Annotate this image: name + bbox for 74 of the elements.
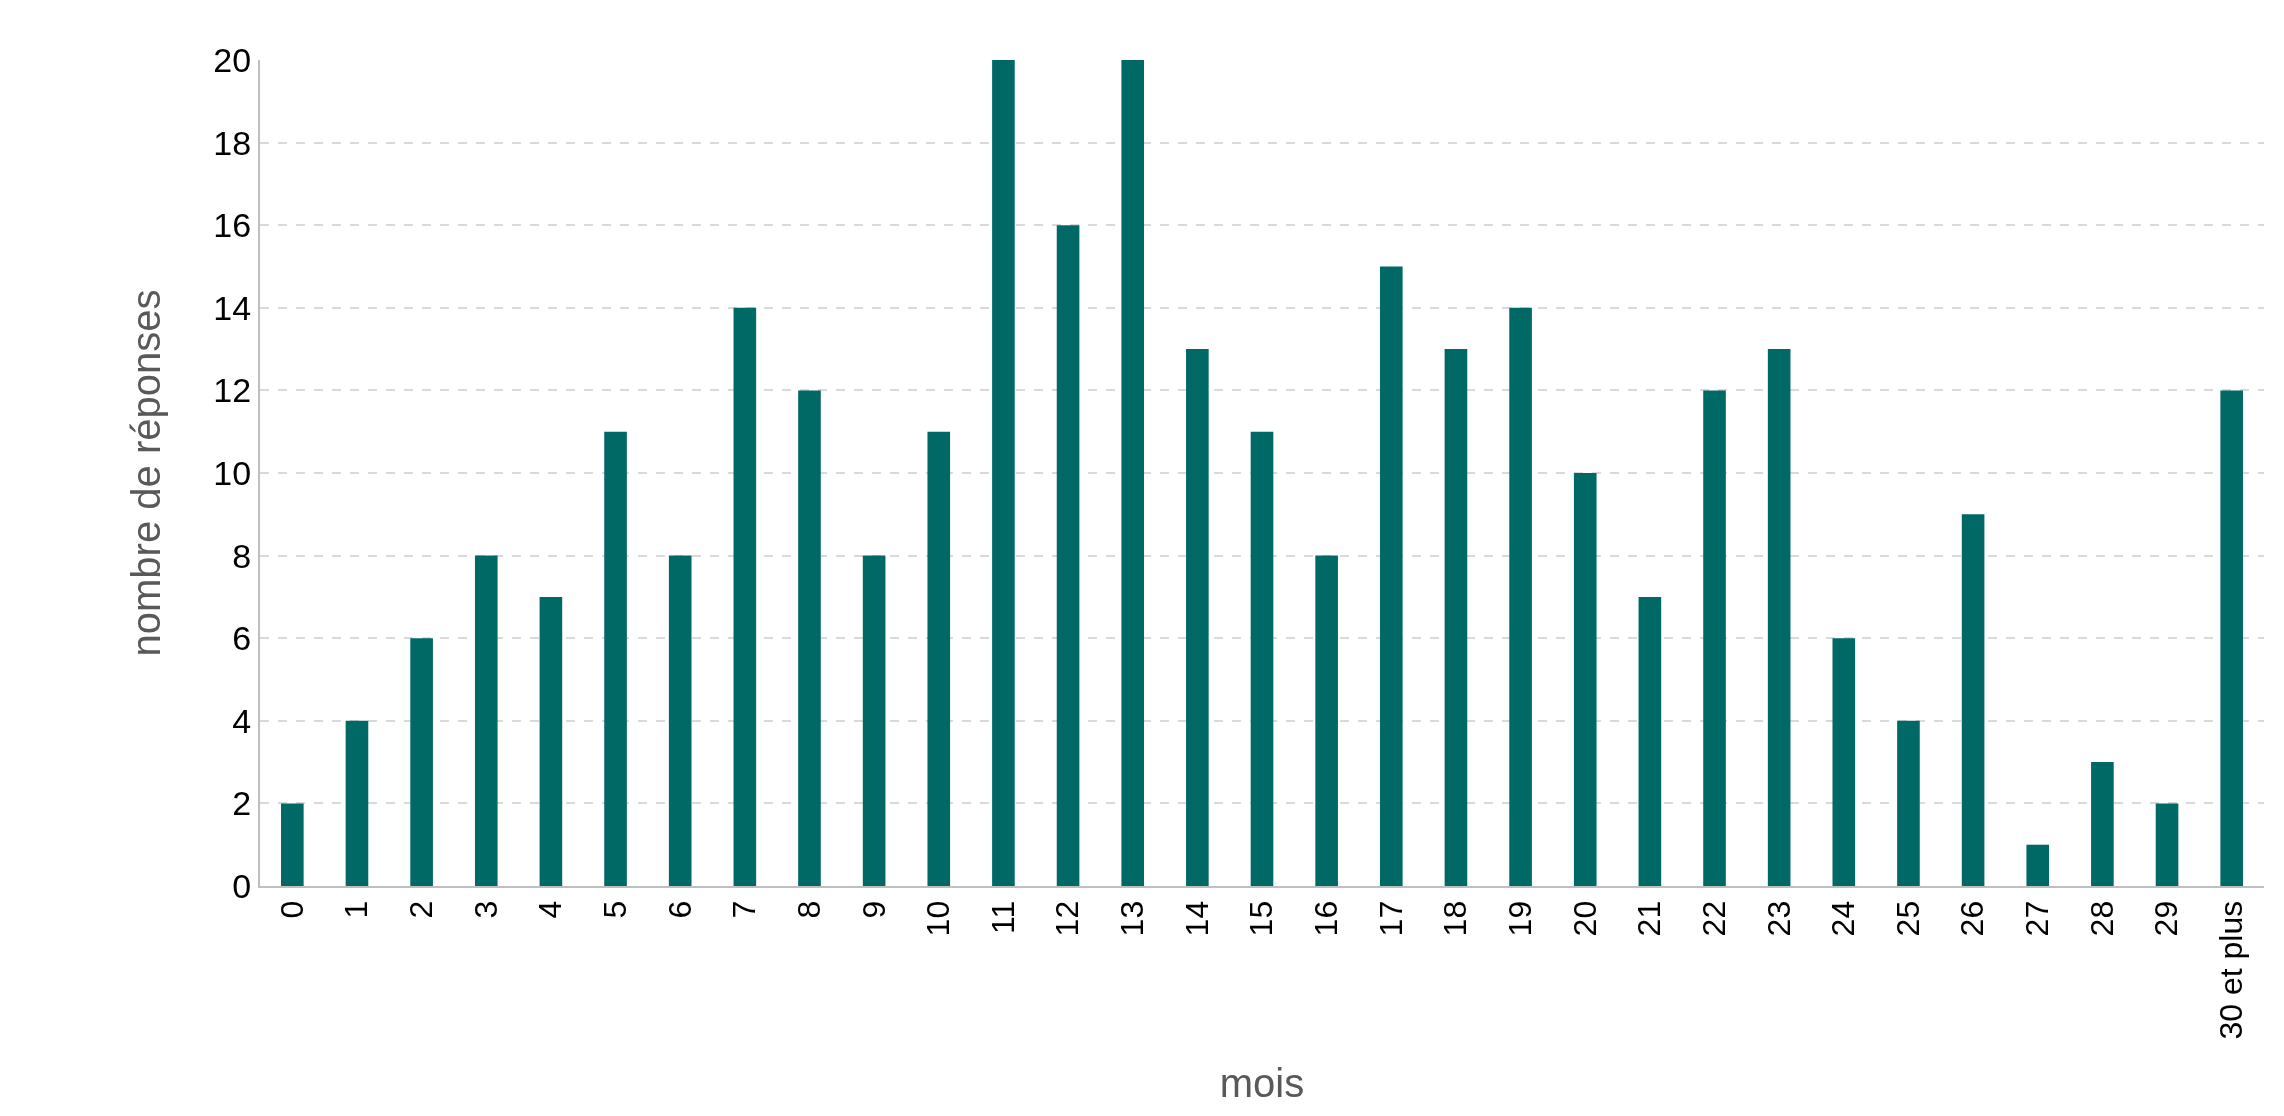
bar [733,307,757,886]
x-tick-label: 23 [1760,900,1797,937]
y-tick-label: 16 [213,206,252,245]
x-tick-label: 29 [2148,900,2185,937]
bar [1379,266,1403,886]
x-tick-label: 20 [1566,900,1603,937]
x-tick-label: 22 [1695,900,1732,937]
x-tick-label: 19 [1501,900,1538,937]
x-tick-label: 0 [273,900,310,919]
bar [1767,349,1791,886]
bar [1315,555,1338,886]
bar [539,596,563,886]
x-tick-label: 27 [2019,900,2056,937]
y-tick-label: 20 [213,40,252,79]
bar [474,555,498,886]
x-tick-label: 28 [2083,900,2120,937]
bar [1250,431,1274,886]
bar [2155,803,2179,886]
bar [1703,390,1726,886]
bar [410,638,433,886]
x-tick-label: 15 [1243,900,1280,937]
x-tick-label: 21 [1631,900,1668,937]
x-tick-label: 14 [1178,900,1215,937]
bar [281,803,304,886]
x-tick-label: 5 [596,900,633,919]
bar [604,431,627,886]
x-tick-label: 4 [532,900,569,919]
bar [927,431,951,886]
y-axis-title: nombre de réponses [124,289,169,657]
x-tick-label: 18 [1437,900,1474,937]
y-tick-label: 10 [213,453,252,492]
bar [1832,638,1856,886]
x-tick-label: 2 [403,900,440,919]
x-tick-label: 9 [855,900,892,919]
y-tick-label: 12 [213,371,252,410]
x-tick-label: 10 [920,900,957,937]
x-tick-label: 7 [726,900,763,919]
bar [798,390,821,886]
bar [2220,390,2243,886]
bar [1444,349,1468,886]
x-tick-label: 12 [1049,900,1086,937]
y-tick-label: 8 [232,536,252,575]
x-tick-label: 17 [1372,900,1409,937]
bar [2026,844,2050,886]
y-tick-label: 14 [213,288,252,327]
bar [345,720,369,886]
bar [862,555,886,886]
x-tick-label: 8 [790,900,827,919]
x-tick-label: 26 [1954,900,1991,937]
bar [1056,225,1080,886]
bar [2091,762,2114,886]
bar [1638,596,1662,886]
y-tick-label: 18 [213,123,252,162]
bar [992,60,1015,886]
bar [1186,349,1209,886]
x-tick-label: 6 [661,900,698,919]
x-axis-title: mois [1219,1060,1305,1105]
x-tick-label: 30 et plus [2213,900,2250,1040]
x-tick-label: 16 [1308,900,1345,937]
bar [1961,514,1985,886]
bar [1509,307,1532,886]
x-tick-label: 1 [338,900,375,919]
y-tick-label: 4 [232,701,252,740]
bar [1121,60,1145,886]
x-tick-label: 13 [1114,900,1151,937]
bar [1573,473,1597,886]
x-tick-label: 11 [984,900,1021,935]
bar [668,555,692,886]
x-tick-label: 25 [1889,900,1926,937]
x-tick-label: 24 [1825,900,1862,937]
bar [1897,720,1920,886]
y-tick-label: 2 [232,784,252,823]
x-tick-label: 3 [467,900,504,919]
y-tick-label: 6 [232,619,252,658]
